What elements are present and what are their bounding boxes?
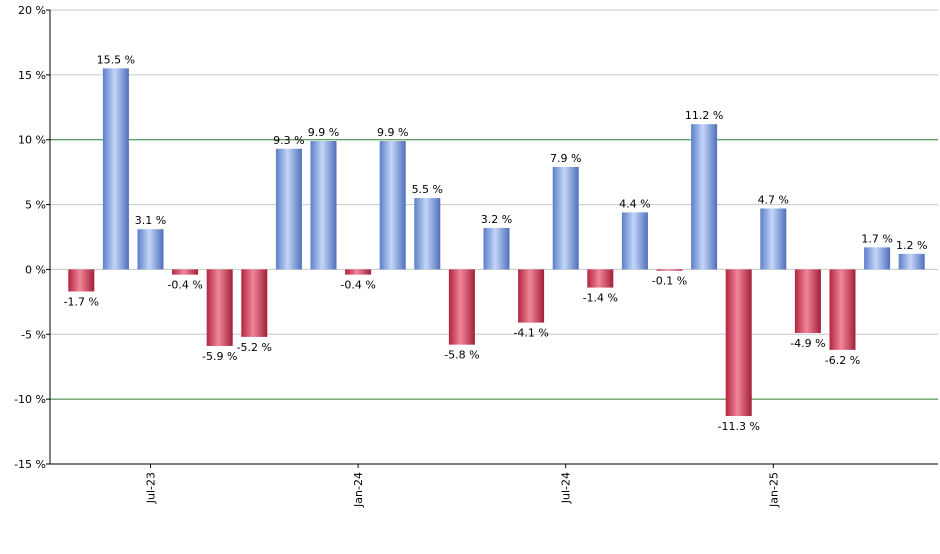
data-label: -5.2 %: [237, 341, 272, 354]
bar: [414, 198, 441, 270]
bar: [587, 269, 614, 288]
y-tick-label: 10 %: [18, 134, 46, 147]
bar: [379, 141, 406, 270]
bar: [760, 208, 787, 270]
data-label: -6.2 %: [825, 354, 860, 367]
bar: [310, 141, 337, 270]
y-tick-label: -5 %: [21, 328, 46, 341]
bar: [206, 269, 233, 346]
data-label: 7.9 %: [550, 152, 581, 165]
x-tick-label: Jul-23: [145, 472, 158, 504]
y-tick-label: 5 %: [25, 199, 46, 212]
data-label: 9.9 %: [308, 126, 339, 139]
data-label: 4.7 %: [758, 193, 789, 206]
bar: [621, 212, 648, 270]
bar: [483, 227, 510, 270]
data-label: -1.7 %: [64, 295, 99, 308]
data-label: -5.8 %: [444, 349, 479, 362]
data-label: 9.9 %: [377, 126, 408, 139]
y-tick-label: -15 %: [14, 458, 46, 471]
y-tick-label: 15 %: [18, 69, 46, 82]
bar: [552, 166, 579, 270]
data-label: -11.3 %: [717, 420, 759, 433]
x-tick-label: Jul-24: [560, 472, 573, 504]
data-label: -1.4 %: [583, 292, 618, 305]
bar: [898, 253, 925, 270]
data-label: 3.1 %: [135, 214, 166, 227]
data-label: -5.9 %: [202, 350, 237, 363]
data-label: 3.2 %: [481, 213, 512, 226]
bar: [794, 269, 821, 333]
data-label: -0.1 %: [652, 275, 687, 288]
data-label: 9.3 %: [273, 134, 304, 147]
data-label-layer: -1.7 % 15.5 % 3.1 % -0.4 % -5.9 %-5.2 % 9.3 %…: [64, 53, 928, 433]
bar: [448, 269, 475, 345]
bar: [241, 269, 268, 337]
data-label: 4.4 %: [619, 197, 650, 210]
data-label: -0.4 %: [167, 279, 202, 292]
bar: [829, 269, 856, 350]
y-tick-label: 20 %: [18, 4, 46, 17]
y-tick-label: -10 %: [14, 393, 46, 406]
bar: [691, 124, 718, 270]
bar: [518, 269, 545, 323]
x-tick-label: Jan-24: [352, 472, 365, 508]
bar: [102, 68, 129, 270]
bar: [864, 247, 891, 270]
data-label: 1.7 %: [861, 232, 892, 245]
bar: [345, 269, 372, 275]
data-label: 1.2 %: [896, 239, 927, 252]
x-tick-label: Jan-25: [767, 472, 780, 508]
bar: [656, 269, 683, 271]
data-label: 11.2 %: [685, 109, 723, 122]
data-label: 15.5 %: [97, 53, 135, 66]
y-tick-label: 0 %: [25, 263, 46, 276]
bar: [172, 269, 199, 275]
axis-layer: 20 % 15 % 10 % 5 % 0 % -5 % -10 % -15 % Jul-23 Ja…: [14, 4, 938, 508]
data-label: -4.1 %: [513, 327, 548, 340]
bar: [275, 148, 302, 270]
bar: [725, 269, 752, 417]
bar-layer: [68, 68, 925, 417]
bar: [68, 269, 95, 292]
bar: [137, 229, 164, 270]
data-label: 5.5 %: [412, 183, 443, 196]
data-label: -4.9 %: [790, 337, 825, 350]
data-label: -0.4 %: [340, 279, 375, 292]
